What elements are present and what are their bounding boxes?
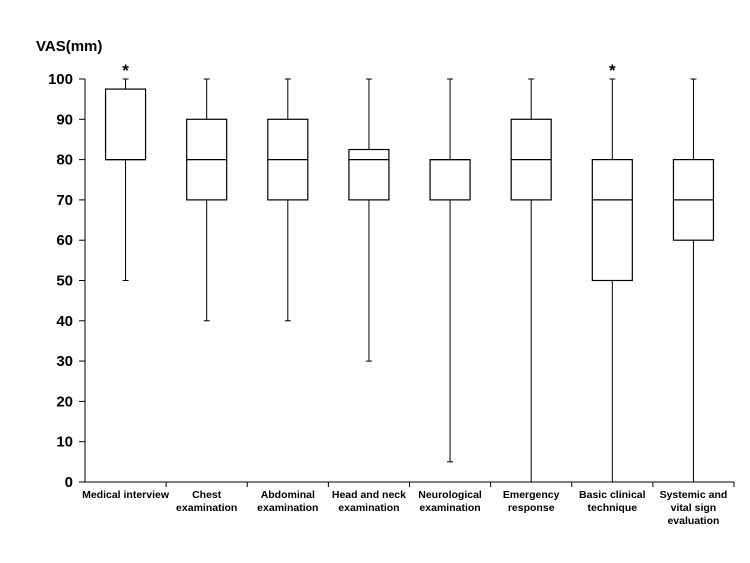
- category-label: Systemic and vital sign evaluation: [660, 489, 728, 527]
- category-label-line: examination: [338, 502, 399, 514]
- box-iqr: [104, 88, 147, 161]
- category-label: Basic clinical technique: [579, 489, 646, 514]
- box-series: *Medical interview Chest examinationAbdomi…: [82, 61, 727, 527]
- category-label: Chest examination: [176, 489, 237, 514]
- category-label: Abdominal examination: [257, 489, 318, 514]
- box-group: Head and neck examination: [332, 78, 406, 514]
- box-iqr: [429, 159, 471, 201]
- y-axis-title: VAS(mm): [36, 38, 102, 55]
- box-group: * Basic clinical technique: [579, 61, 646, 514]
- category-label-line: examination: [257, 502, 318, 514]
- y-tick-label: 30: [56, 353, 73, 370]
- category-label-line: response: [508, 502, 555, 514]
- category-label-line: Medical interview: [82, 489, 170, 501]
- y-tick-label: 100: [48, 71, 73, 88]
- category-label-line: technique: [588, 502, 638, 514]
- y-tick-label: 70: [56, 192, 73, 209]
- box-group: Systemic and vital sign evaluation: [660, 78, 728, 527]
- significance-marker: *: [122, 61, 129, 80]
- box-iqr: [591, 159, 633, 282]
- category-label: Head and neck examination: [332, 489, 406, 514]
- box-group: * Medical interview: [82, 61, 170, 501]
- category-label-line: evaluation: [667, 515, 719, 527]
- y-tick-label: 0: [65, 474, 73, 491]
- category-label-line: Basic clinical: [579, 489, 646, 501]
- x-axis-ticks: [165, 482, 735, 487]
- box-group: Neurological examination: [418, 78, 482, 514]
- category-label: Neurological examination: [418, 489, 482, 514]
- box-group: Abdominal examination: [257, 78, 318, 514]
- y-tick-label: 60: [56, 232, 73, 249]
- y-tick-label: 20: [56, 393, 73, 410]
- category-label: Emergency response: [503, 489, 560, 514]
- y-tick-label: 90: [56, 111, 73, 128]
- significance-marker: *: [609, 61, 616, 80]
- y-tick-label: 40: [56, 313, 73, 330]
- y-tick-label: 50: [56, 273, 73, 290]
- category-label-line: Chest: [192, 489, 222, 501]
- category-label-line: Systemic and: [660, 489, 728, 501]
- y-tick-label: 10: [56, 434, 73, 451]
- box-group: Chest examination: [176, 78, 237, 514]
- box-iqr: [348, 148, 390, 201]
- category-label-line: examination: [419, 502, 480, 514]
- category-label-line: Neurological: [418, 489, 482, 501]
- box-group: Emergency response: [503, 78, 560, 514]
- y-tick-label: 80: [56, 152, 73, 169]
- category-label-line: Head and neck: [332, 489, 406, 501]
- y-axis-ticks: 0 10 20 30 40 50 60 70 80 90 100: [48, 71, 85, 491]
- category-label-line: Abdominal: [261, 489, 315, 501]
- category-label-line: examination: [176, 502, 237, 514]
- category-label: Medical interview: [82, 489, 170, 501]
- category-label-line: vital sign: [671, 502, 717, 514]
- category-label-line: Emergency: [503, 489, 560, 501]
